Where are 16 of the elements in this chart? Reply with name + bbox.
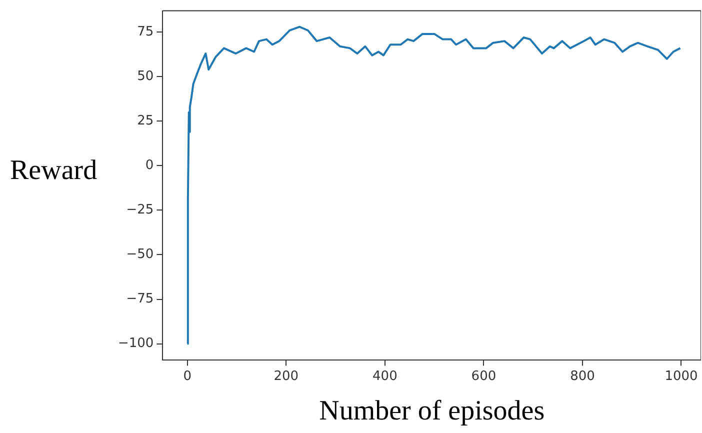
y-tick-label: −50: [126, 247, 154, 262]
x-axis-title: Number of episodes: [319, 396, 545, 427]
x-tick-label: 1000: [664, 368, 698, 384]
x-tick-label: 800: [570, 368, 595, 384]
y-tick-label: −25: [126, 202, 154, 218]
x-tick-label: 600: [471, 368, 496, 384]
y-axis-title: Reward: [10, 155, 98, 187]
x-tick-label: 0: [183, 368, 192, 384]
y-tick-label: 75: [137, 24, 154, 40]
x-tick-label: 200: [274, 368, 299, 384]
y-tick-label: 50: [137, 69, 154, 84]
x-tick-label: 400: [372, 368, 398, 384]
y-tick-label: −75: [126, 292, 154, 307]
y-tick-label: 25: [137, 114, 154, 129]
y-tick-label: 0: [145, 158, 154, 174]
y-tick-label: −100: [118, 336, 154, 352]
